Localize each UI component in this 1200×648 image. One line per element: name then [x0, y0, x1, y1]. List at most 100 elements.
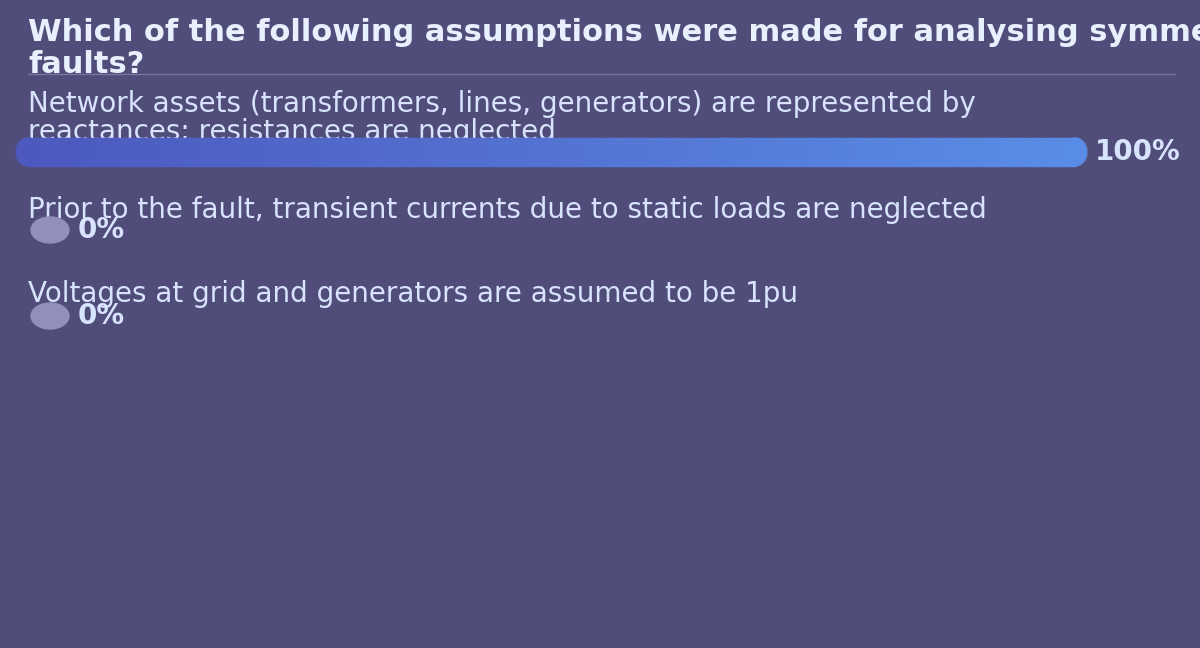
- Bar: [80, 138, 86, 166]
- Bar: [300, 138, 306, 166]
- Bar: [326, 138, 332, 166]
- Bar: [211, 138, 217, 166]
- Bar: [85, 138, 91, 166]
- Bar: [200, 138, 206, 166]
- Bar: [421, 138, 426, 166]
- Bar: [452, 138, 457, 166]
- Bar: [688, 138, 694, 166]
- Bar: [965, 138, 971, 166]
- Bar: [379, 138, 384, 166]
- Bar: [672, 138, 678, 166]
- Bar: [1038, 138, 1044, 166]
- Bar: [347, 138, 353, 166]
- Bar: [871, 138, 876, 166]
- Bar: [1049, 138, 1055, 166]
- Bar: [122, 138, 128, 166]
- Bar: [91, 138, 96, 166]
- Bar: [185, 138, 191, 166]
- Bar: [798, 138, 803, 166]
- Bar: [488, 138, 494, 166]
- Bar: [840, 138, 845, 166]
- Bar: [526, 138, 532, 166]
- Bar: [530, 138, 536, 166]
- Bar: [499, 138, 505, 166]
- Bar: [306, 138, 311, 166]
- Bar: [552, 138, 557, 166]
- Bar: [1002, 138, 1008, 166]
- Bar: [264, 138, 269, 166]
- Bar: [971, 138, 976, 166]
- Bar: [431, 138, 437, 166]
- Bar: [473, 138, 479, 166]
- Bar: [65, 138, 71, 166]
- Bar: [761, 138, 767, 166]
- Bar: [734, 138, 740, 166]
- Bar: [174, 138, 180, 166]
- Bar: [158, 138, 164, 166]
- Bar: [389, 138, 395, 166]
- Text: faults?: faults?: [28, 50, 144, 79]
- Bar: [180, 138, 186, 166]
- Bar: [902, 138, 908, 166]
- Bar: [404, 138, 410, 166]
- Bar: [776, 138, 782, 166]
- Bar: [646, 138, 652, 166]
- Bar: [269, 138, 275, 166]
- Bar: [1069, 138, 1075, 166]
- Bar: [479, 138, 484, 166]
- Bar: [980, 138, 986, 166]
- Bar: [295, 138, 301, 166]
- Bar: [898, 138, 902, 166]
- Bar: [484, 138, 490, 166]
- Bar: [1022, 138, 1028, 166]
- Bar: [881, 138, 887, 166]
- Bar: [907, 138, 913, 166]
- Bar: [520, 138, 526, 166]
- Bar: [719, 138, 725, 166]
- Bar: [504, 138, 510, 166]
- Bar: [1012, 138, 1018, 166]
- Bar: [541, 138, 547, 166]
- Bar: [650, 138, 656, 166]
- Bar: [818, 138, 824, 166]
- Bar: [191, 138, 196, 166]
- Bar: [116, 138, 122, 166]
- Bar: [572, 138, 578, 166]
- Bar: [745, 138, 751, 166]
- Bar: [216, 138, 222, 166]
- Bar: [284, 138, 290, 166]
- Bar: [557, 138, 563, 166]
- Bar: [289, 138, 295, 166]
- Bar: [410, 138, 416, 166]
- Bar: [342, 138, 348, 166]
- Bar: [395, 138, 400, 166]
- Bar: [829, 138, 835, 166]
- Bar: [28, 138, 34, 166]
- Bar: [515, 138, 521, 166]
- Bar: [599, 138, 605, 166]
- Bar: [316, 138, 322, 166]
- Bar: [43, 138, 49, 166]
- Bar: [331, 138, 337, 166]
- Bar: [384, 138, 390, 166]
- Bar: [437, 138, 442, 166]
- Bar: [750, 138, 756, 166]
- Bar: [756, 138, 762, 166]
- Bar: [865, 138, 871, 166]
- Bar: [740, 138, 745, 166]
- Bar: [353, 138, 359, 166]
- Bar: [562, 138, 568, 166]
- Bar: [610, 138, 614, 166]
- Bar: [196, 138, 202, 166]
- Bar: [683, 138, 688, 166]
- Bar: [1054, 138, 1060, 166]
- Bar: [232, 138, 238, 166]
- Bar: [143, 138, 149, 166]
- Bar: [934, 138, 940, 166]
- Bar: [222, 138, 228, 166]
- Bar: [619, 138, 625, 166]
- Bar: [568, 138, 572, 166]
- Bar: [929, 138, 934, 166]
- Bar: [54, 138, 60, 166]
- Bar: [1018, 138, 1024, 166]
